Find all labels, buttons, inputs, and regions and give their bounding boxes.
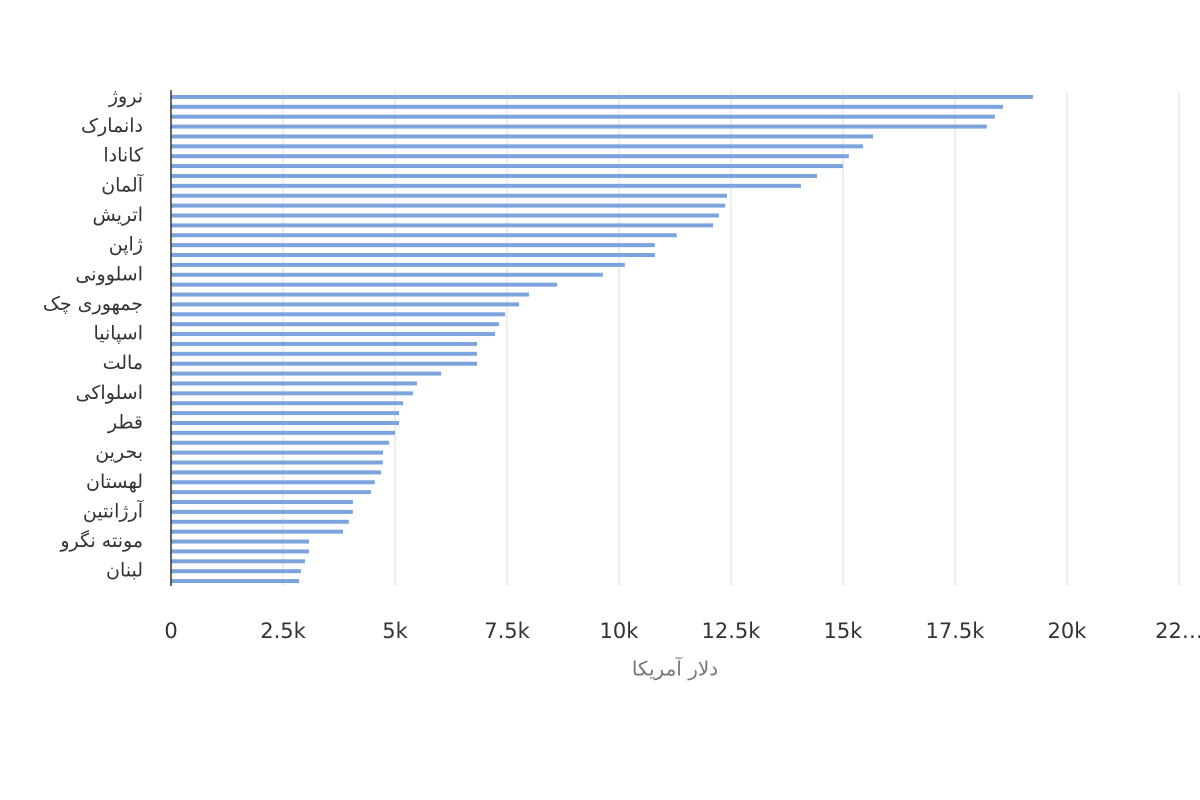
bar	[171, 559, 305, 564]
bar	[171, 193, 727, 198]
y-tick-label: لبنان	[106, 560, 143, 582]
y-tick-label: مالت	[103, 352, 143, 374]
bar	[171, 282, 558, 287]
bar	[171, 144, 864, 149]
bar	[171, 302, 520, 307]
bar	[171, 420, 400, 425]
y-tick-label: قطر	[107, 411, 143, 433]
bar	[171, 480, 375, 485]
x-tick-label: 15k	[824, 619, 864, 643]
x-axis-title: دلار آمریکا	[632, 656, 718, 681]
bar	[171, 312, 506, 317]
bar	[171, 292, 529, 297]
x-tick-label: 10k	[600, 619, 640, 643]
bar	[171, 490, 371, 495]
x-tick-label: 22…	[1155, 619, 1200, 643]
y-tick-label: اتریش	[92, 204, 143, 226]
bar	[171, 332, 495, 337]
y-tick-label: جمهوری چک	[43, 293, 143, 315]
bar	[171, 104, 1003, 109]
bar	[171, 509, 353, 514]
bar	[171, 173, 818, 178]
bar	[171, 183, 801, 188]
bar	[171, 213, 719, 218]
x-tick-label: 12.5k	[702, 619, 762, 643]
x-tick-label: 20k	[1048, 619, 1088, 643]
x-tick-label: 5k	[382, 619, 408, 643]
bar	[171, 529, 344, 534]
bar	[171, 381, 417, 386]
bar	[171, 519, 349, 524]
bar	[171, 411, 400, 416]
x-tick-label: 0	[164, 619, 177, 643]
bar	[171, 94, 1033, 99]
y-tick-label: ژاپن	[109, 234, 143, 256]
bar	[171, 371, 442, 376]
bar	[171, 361, 477, 366]
bar	[171, 262, 625, 267]
y-tick-label: آلمان	[101, 172, 144, 196]
bar	[171, 341, 477, 346]
bar	[171, 391, 413, 396]
bar	[171, 203, 726, 208]
bar	[171, 322, 499, 327]
bar	[171, 134, 874, 139]
y-tick-label: کانادا	[103, 145, 144, 167]
bar	[171, 154, 849, 159]
bar	[171, 351, 477, 356]
bar	[171, 460, 383, 465]
y-tick-label: نروژ	[108, 85, 143, 107]
bar	[171, 223, 714, 228]
bar	[171, 164, 843, 169]
bar	[171, 450, 383, 455]
y-tick-label: اسلوونی	[75, 263, 143, 285]
bar	[171, 272, 603, 277]
bar	[171, 430, 395, 435]
bar	[171, 549, 309, 554]
bar	[171, 253, 655, 258]
y-tick-label: اسلواکی	[76, 382, 143, 404]
y-tick-label: آرژانتین	[83, 498, 144, 522]
bar	[171, 114, 995, 119]
y-tick-label: مونته نگرو	[59, 529, 143, 552]
y-tick-label: لهستان	[86, 471, 143, 493]
bar	[171, 500, 353, 505]
y-tick-label: بحرین	[95, 441, 143, 463]
bar	[171, 470, 382, 475]
bar	[171, 539, 309, 544]
bar	[171, 243, 655, 248]
y-tick-label: دانمارک	[81, 115, 143, 137]
bar	[171, 233, 677, 238]
bar	[171, 569, 301, 574]
bar	[171, 124, 987, 129]
x-tick-label: 17.5k	[926, 619, 986, 643]
x-tick-label: 7.5k	[484, 619, 530, 643]
bar	[171, 401, 404, 406]
bar	[171, 440, 390, 445]
bar	[171, 579, 300, 584]
x-tick-label: 2.5k	[260, 619, 306, 643]
y-tick-label: اسپانیا	[93, 323, 143, 345]
